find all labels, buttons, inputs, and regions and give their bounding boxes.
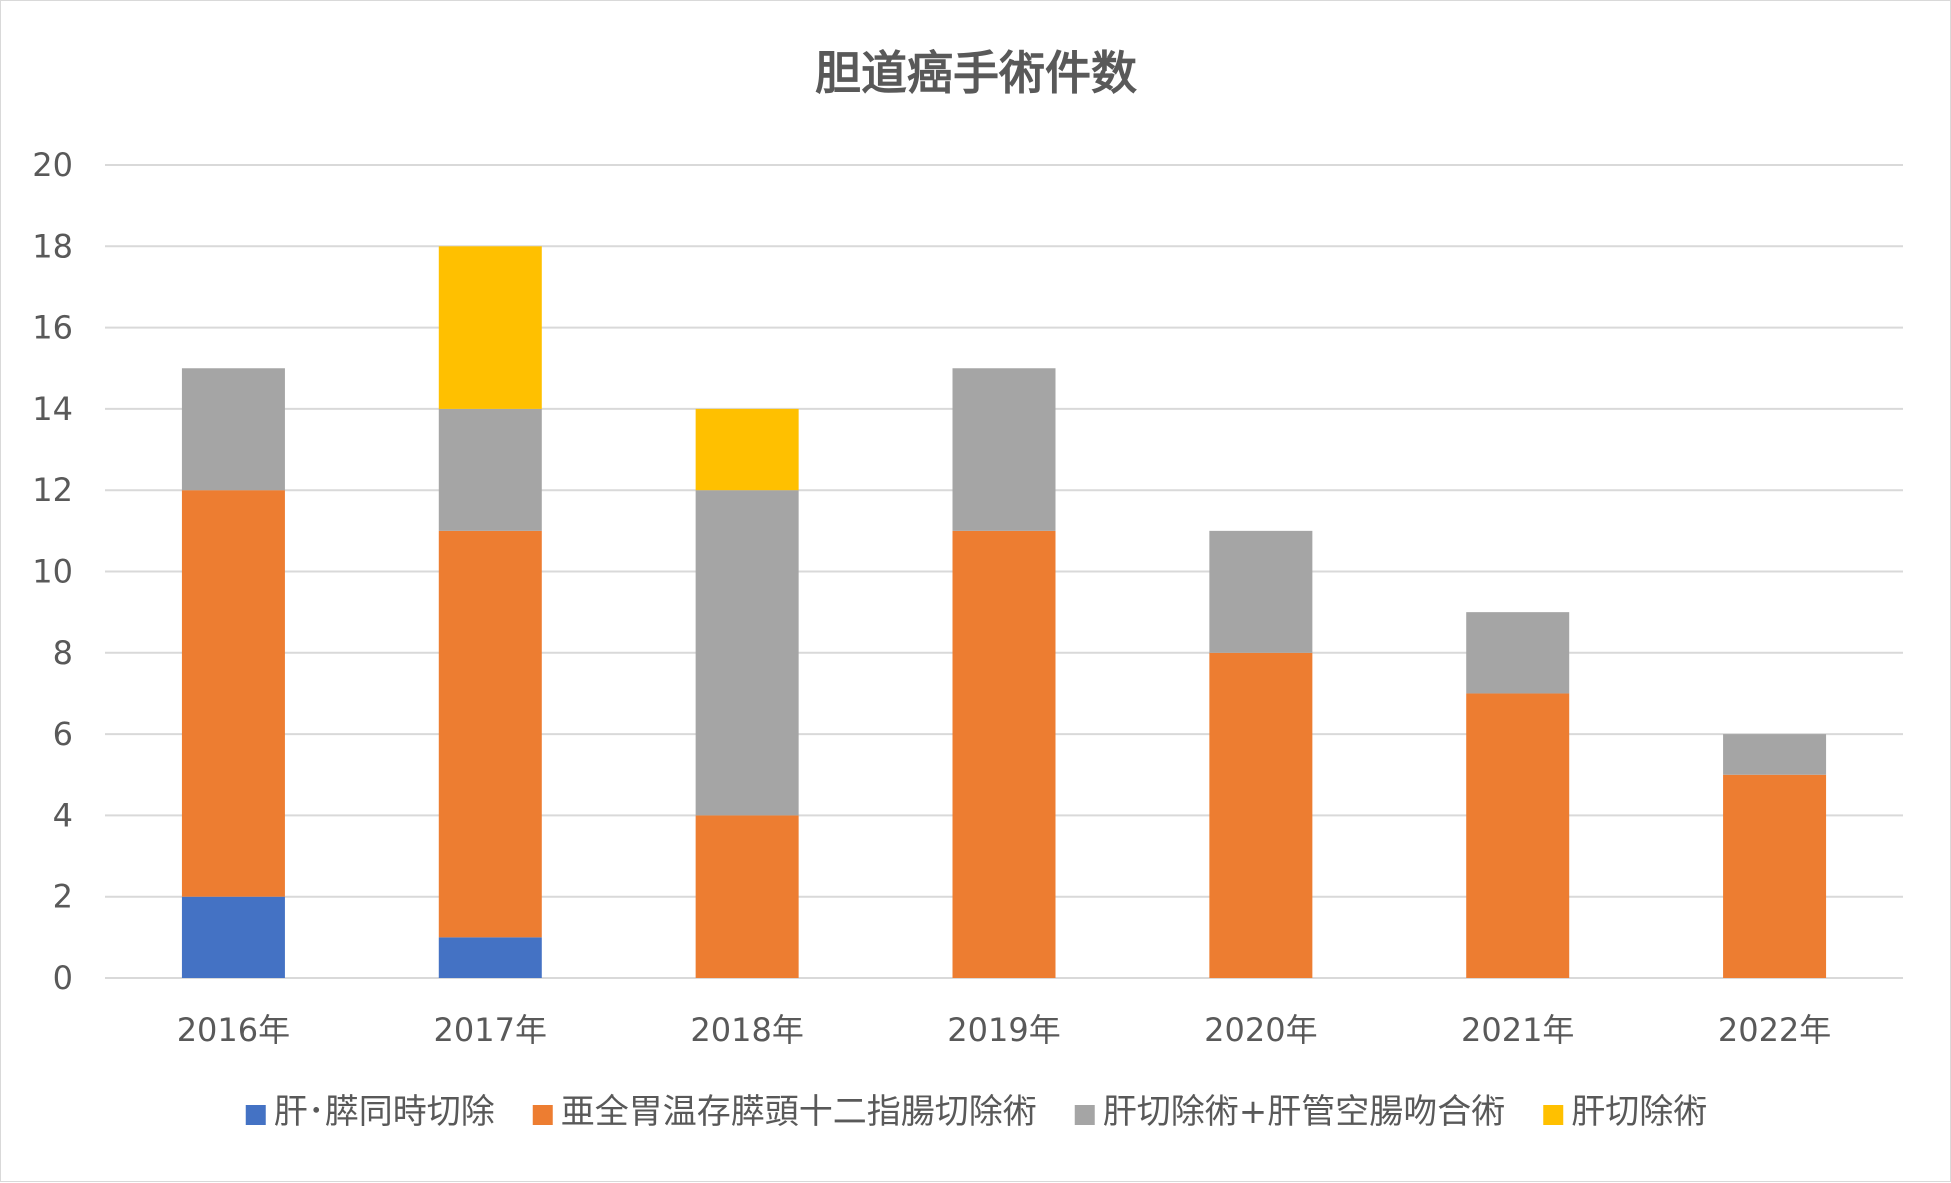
x-tick-label: 2016年 xyxy=(177,1011,290,1049)
bar-2020年-series-3 xyxy=(1209,530,1313,653)
x-tick-label: 2018年 xyxy=(690,1011,803,1049)
bar-2020年-series-2 xyxy=(1209,652,1313,978)
y-tick-label: 16 xyxy=(32,309,73,347)
x-axis-ticks: 2016年 2017年 2018年 2019年 2020年 2021年 2022年 xyxy=(177,1011,1832,1049)
y-tick-label: 8 xyxy=(53,634,73,672)
bar-2019年-series-3 xyxy=(952,368,1056,531)
bar-2017年-series-3 xyxy=(438,408,542,531)
y-tick-label: 20 xyxy=(32,146,73,184)
chart-title: 胆道癌手術件数 xyxy=(815,46,1137,100)
y-tick-label: 12 xyxy=(32,471,73,509)
bars xyxy=(181,246,1827,978)
bar-2019年-series-2 xyxy=(952,530,1056,978)
x-tick-label: 2021年 xyxy=(1461,1011,1574,1049)
y-tick-label: 18 xyxy=(32,227,73,265)
x-tick-label: 2017年 xyxy=(434,1011,547,1049)
bar-2022年-series-2 xyxy=(1723,774,1827,978)
bar-2016年-series-1 xyxy=(181,896,285,978)
bar-2022年-series-3 xyxy=(1723,734,1827,775)
y-tick-label: 6 xyxy=(53,715,73,753)
legend-label: 肝切除術+肝管空腸吻合術 xyxy=(1103,1092,1506,1132)
legend-swatch xyxy=(1543,1105,1564,1125)
legend-label: 肝･膵同時切除 xyxy=(274,1092,495,1132)
bar-2017年-series-1 xyxy=(438,937,542,978)
bar-2018年-series-3 xyxy=(695,490,799,816)
y-tick-label: 2 xyxy=(53,878,73,916)
y-axis-ticks: 0 2 4 6 8 10 12 14 16 18 20 xyxy=(32,146,73,997)
bar-2018年-series-2 xyxy=(695,815,799,978)
bar-2017年-series-2 xyxy=(438,530,542,938)
bar-2021年-series-2 xyxy=(1466,693,1570,978)
x-tick-label: 2020年 xyxy=(1204,1011,1317,1049)
bar-2018年-series-4 xyxy=(695,408,799,491)
bar-2016年-series-2 xyxy=(181,490,285,897)
legend-label: 肝切除術 xyxy=(1571,1092,1707,1132)
legend-item: 肝･膵同時切除 xyxy=(245,1092,495,1132)
legend-swatch xyxy=(1074,1105,1095,1125)
y-tick-label: 10 xyxy=(32,553,73,591)
x-tick-label: 2019年 xyxy=(947,1011,1060,1049)
y-tick-label: 4 xyxy=(53,796,73,834)
legend-swatch xyxy=(532,1105,553,1125)
bar-2017年-series-4 xyxy=(438,246,542,409)
legend-label: 亜全胃温存膵頭十二指腸切除術 xyxy=(561,1092,1037,1132)
bar-2016年-series-3 xyxy=(181,368,285,491)
y-tick-label: 0 xyxy=(53,959,73,997)
bar-2021年-series-3 xyxy=(1466,612,1570,694)
x-tick-label: 2022年 xyxy=(1718,1011,1831,1049)
legend-item: 肝切除術 xyxy=(1543,1092,1707,1132)
legend-swatch xyxy=(245,1105,266,1125)
y-tick-label: 14 xyxy=(32,390,73,428)
legend-item: 肝切除術+肝管空腸吻合術 xyxy=(1074,1092,1506,1132)
legend-item: 亜全胃温存膵頭十二指腸切除術 xyxy=(532,1092,1037,1132)
legend: 肝･膵同時切除 亜全胃温存膵頭十二指腸切除術 肝切除術+肝管空腸吻合術 肝切除術 xyxy=(245,1092,1707,1132)
